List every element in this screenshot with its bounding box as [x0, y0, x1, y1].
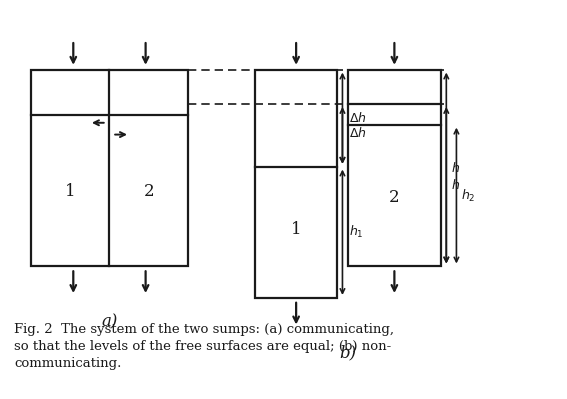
Bar: [255, 70, 337, 298]
Bar: [348, 70, 441, 267]
Text: $\Delta h$: $\Delta h$: [349, 126, 367, 140]
Text: $h$: $h$: [451, 161, 460, 175]
Bar: [31, 70, 188, 267]
Text: $\Delta h$: $\Delta h$: [349, 111, 367, 125]
Text: 2: 2: [143, 183, 154, 200]
Text: Fig. 2  The system of the two sumps: (a) communicating,
so that the levels of th: Fig. 2 The system of the two sumps: (a) …: [14, 324, 394, 370]
Text: $h_1$: $h_1$: [349, 224, 364, 240]
Text: b): b): [340, 344, 357, 361]
Text: 1: 1: [65, 183, 75, 200]
Text: a): a): [101, 313, 117, 330]
Text: 2: 2: [389, 189, 400, 206]
Text: $h$: $h$: [451, 178, 460, 192]
Text: 1: 1: [291, 221, 302, 238]
Text: $h_2$: $h_2$: [461, 188, 476, 203]
